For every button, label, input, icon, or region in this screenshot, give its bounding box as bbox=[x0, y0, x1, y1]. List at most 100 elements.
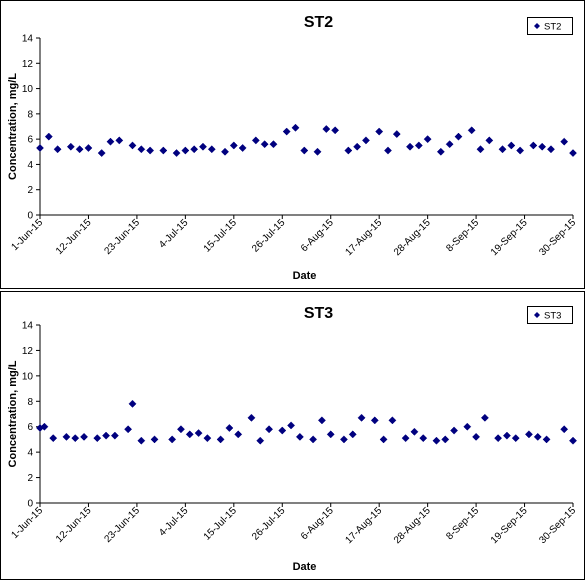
data-point bbox=[467, 126, 476, 135]
data-point bbox=[485, 136, 494, 145]
panel-border bbox=[0, 0, 585, 289]
data-point bbox=[62, 432, 71, 441]
y-tick-label: 6 bbox=[27, 135, 33, 146]
data-point bbox=[392, 130, 401, 139]
y-tick-label: 2 bbox=[27, 473, 33, 484]
data-point bbox=[295, 432, 304, 441]
data-point bbox=[128, 141, 137, 150]
data-point bbox=[560, 137, 569, 146]
data-point bbox=[379, 435, 388, 444]
data-point bbox=[511, 434, 520, 443]
data-point bbox=[401, 434, 410, 443]
y-tick-label: 0 bbox=[27, 499, 33, 510]
y-tick-label: 10 bbox=[22, 84, 34, 95]
data-point bbox=[529, 141, 538, 150]
data-point bbox=[150, 435, 159, 444]
legend-box bbox=[527, 306, 573, 324]
data-point bbox=[234, 430, 243, 439]
data-point bbox=[317, 416, 326, 425]
y-tick-label: 12 bbox=[22, 346, 34, 357]
data-point bbox=[291, 123, 300, 132]
x-axis-title: Date bbox=[293, 561, 317, 573]
data-point bbox=[44, 132, 53, 141]
data-point bbox=[348, 430, 357, 439]
data-point bbox=[353, 142, 362, 151]
data-point bbox=[229, 141, 238, 150]
y-tick-label: 8 bbox=[27, 109, 33, 120]
data-point bbox=[480, 413, 489, 422]
data-point bbox=[560, 425, 569, 434]
data-point bbox=[137, 145, 146, 154]
data-point bbox=[106, 137, 115, 146]
data-point bbox=[516, 146, 525, 155]
data-point bbox=[172, 149, 181, 158]
data-point bbox=[199, 142, 207, 151]
data-point bbox=[357, 413, 366, 422]
data-point bbox=[256, 436, 265, 445]
chart-title: ST2 bbox=[304, 14, 333, 31]
data-point bbox=[450, 426, 459, 435]
data-point bbox=[146, 146, 155, 155]
data-point bbox=[423, 135, 432, 144]
legend-box bbox=[527, 17, 573, 35]
data-point bbox=[238, 144, 247, 152]
y-axis-title: Concentration, mg/L bbox=[7, 360, 19, 467]
data-point bbox=[533, 432, 542, 441]
data-point bbox=[569, 436, 577, 445]
data-point bbox=[287, 421, 296, 430]
data-point bbox=[445, 140, 454, 149]
data-point bbox=[463, 422, 472, 431]
data-point bbox=[370, 416, 379, 425]
data-point bbox=[344, 146, 353, 155]
data-point bbox=[115, 136, 124, 145]
data-point bbox=[66, 142, 75, 151]
data-point bbox=[432, 436, 441, 445]
y-axis-title: Concentration, mg/L bbox=[7, 73, 19, 180]
data-point bbox=[406, 142, 414, 151]
data-point bbox=[339, 435, 348, 444]
data-point bbox=[547, 145, 555, 154]
y-tick-label: 14 bbox=[22, 321, 34, 332]
data-point bbox=[207, 145, 216, 154]
data-point bbox=[476, 145, 485, 154]
data-point bbox=[71, 434, 80, 443]
data-point bbox=[441, 435, 450, 444]
data-point bbox=[472, 432, 481, 441]
data-point bbox=[53, 145, 62, 154]
data-point bbox=[84, 144, 93, 152]
data-point bbox=[102, 431, 111, 440]
legend-label: ST3 bbox=[544, 311, 561, 322]
data-point bbox=[502, 431, 511, 440]
y-tick-label: 14 bbox=[22, 34, 34, 45]
data-point bbox=[538, 142, 547, 151]
legend-marker bbox=[534, 312, 540, 318]
y-tick-label: 0 bbox=[27, 211, 33, 222]
data-point bbox=[436, 147, 445, 156]
data-point bbox=[410, 427, 419, 436]
y-tick-label: 2 bbox=[27, 185, 33, 196]
data-point bbox=[265, 425, 274, 434]
legend-label: ST2 bbox=[544, 22, 561, 33]
data-point bbox=[278, 426, 287, 435]
data-point bbox=[93, 434, 102, 443]
data-point bbox=[309, 435, 318, 444]
x-axis-title: Date bbox=[293, 270, 317, 282]
data-point bbox=[414, 141, 423, 150]
data-point bbox=[331, 126, 340, 135]
data-point bbox=[569, 149, 577, 158]
data-point bbox=[322, 125, 331, 133]
data-point bbox=[137, 436, 146, 445]
data-point bbox=[80, 432, 89, 441]
data-point bbox=[282, 127, 291, 136]
data-point bbox=[507, 141, 516, 150]
data-point bbox=[221, 147, 229, 156]
data-point bbox=[225, 424, 234, 432]
data-point bbox=[168, 435, 177, 444]
data-point bbox=[326, 430, 335, 439]
data-point bbox=[110, 431, 119, 440]
data-point bbox=[375, 127, 384, 136]
data-point bbox=[260, 140, 269, 149]
